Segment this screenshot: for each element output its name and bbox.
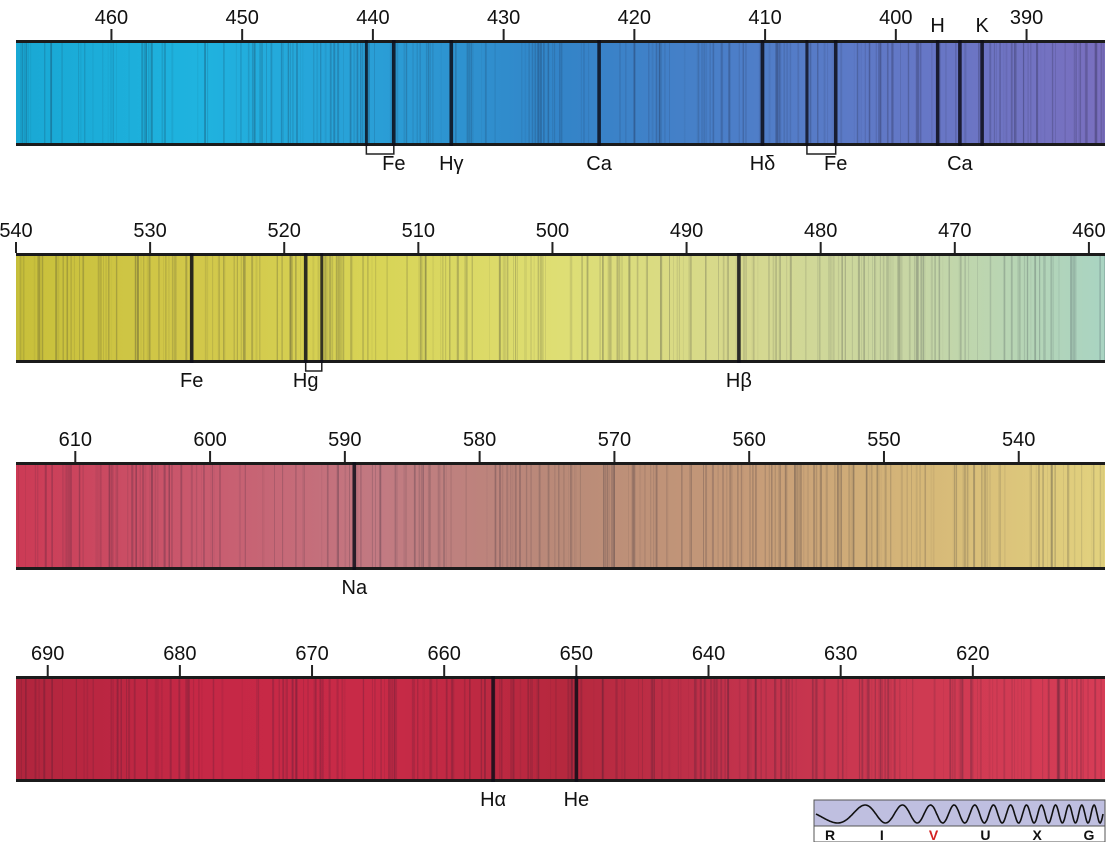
spectral-line — [935, 40, 940, 146]
spectral-line — [189, 253, 194, 363]
tick-label: 460 — [1072, 220, 1105, 242]
waveband-label: V — [929, 827, 939, 842]
absorption-texture — [18, 676, 1103, 782]
wave-icon — [815, 804, 1104, 825]
spectrum-band — [16, 676, 1105, 782]
tick-label: 640 — [692, 643, 725, 665]
line-label: Fe — [180, 370, 203, 392]
tick-label: 390 — [1010, 7, 1043, 29]
tick-label: 510 — [402, 220, 435, 242]
tick-label: 400 — [879, 7, 912, 29]
tick-label: 540 — [0, 220, 33, 242]
line-label: Ca — [947, 153, 973, 175]
tick-label: 580 — [463, 429, 496, 451]
line-bracket — [304, 363, 323, 372]
line-label: H — [930, 15, 944, 37]
tick-label: 570 — [598, 429, 631, 451]
tick-label: 670 — [295, 643, 328, 665]
tick-label: 610 — [59, 429, 92, 451]
tick-label: 660 — [428, 643, 461, 665]
tick-label: 450 — [225, 7, 258, 29]
spectral-line — [491, 676, 495, 782]
tick-label: 500 — [536, 220, 569, 242]
tick-label: 470 — [938, 220, 971, 242]
tick-label: 620 — [956, 643, 989, 665]
tick-label: 600 — [193, 429, 226, 451]
tick-label: 520 — [268, 220, 301, 242]
line-label: Ca — [586, 153, 612, 175]
line-label: Hg — [293, 370, 319, 392]
tick-label: 460 — [95, 7, 128, 29]
tick-label: 630 — [824, 643, 857, 665]
line-bracket — [806, 146, 837, 155]
waveband-label: X — [1033, 827, 1043, 842]
spectral-line — [303, 253, 308, 363]
tick-label: 480 — [804, 220, 837, 242]
waveband-label: R — [825, 827, 835, 842]
waveband-label: G — [1084, 827, 1095, 842]
line-label: Fe — [824, 153, 847, 175]
spectral-line — [958, 40, 962, 146]
spectrum-strip-4: 690 680 670 660 650 640 630 620 Hα He — [16, 643, 1105, 811]
absorption-texture — [16, 253, 1105, 363]
waveband-label: I — [880, 827, 884, 842]
spectral-line — [760, 40, 765, 146]
tick-label: 690 — [31, 643, 64, 665]
spectrum-strip-1: 460 450 440 430 420 410 400 390 Fe Hγ Ca Hδ Fe H K Ca — [16, 7, 1105, 175]
tick-label: 590 — [328, 429, 361, 451]
spectrum-band — [16, 40, 1105, 146]
tick-label: 650 — [560, 643, 593, 665]
spectral-line — [574, 676, 579, 782]
spectral-line — [597, 40, 601, 146]
spectral-line — [449, 40, 454, 146]
tick-label: 430 — [487, 7, 520, 29]
spectrum-band — [16, 253, 1105, 363]
spectrum-strip-2: 540 530 520 510 500 490 480 470 460 Fe Hg Hβ — [0, 220, 1106, 392]
spectral-line — [737, 253, 741, 363]
line-label: Hα — [480, 789, 506, 811]
line-label: Hδ — [750, 153, 776, 175]
absorption-texture — [20, 40, 1105, 146]
tick-label: 550 — [867, 429, 900, 451]
line-label: Na — [342, 577, 368, 599]
tick-label: 440 — [356, 7, 389, 29]
tick-label: 680 — [163, 643, 196, 665]
line-bracket — [365, 146, 395, 155]
line-label: Fe — [382, 153, 405, 175]
spectral-line — [352, 462, 357, 570]
tick-label: 490 — [670, 220, 703, 242]
line-label: Hγ — [439, 153, 463, 175]
spectral-line — [980, 40, 984, 146]
tick-label: 540 — [1002, 429, 1035, 451]
spectral-line — [833, 40, 838, 146]
spectrum-band — [16, 462, 1105, 570]
line-label: He — [564, 789, 590, 811]
waveband-label: U — [980, 827, 990, 842]
tick-label: 410 — [748, 7, 781, 29]
spectral-line — [392, 40, 396, 146]
tick-label: 530 — [133, 220, 166, 242]
tick-label: 420 — [618, 7, 651, 29]
line-label: Hβ — [726, 370, 752, 392]
absorption-texture — [18, 462, 1104, 570]
tick-label: 560 — [733, 429, 766, 451]
line-label: K — [975, 15, 989, 37]
spectrum-strip-3: 610 600 590 580 570 560 550 540 Na — [16, 429, 1105, 599]
